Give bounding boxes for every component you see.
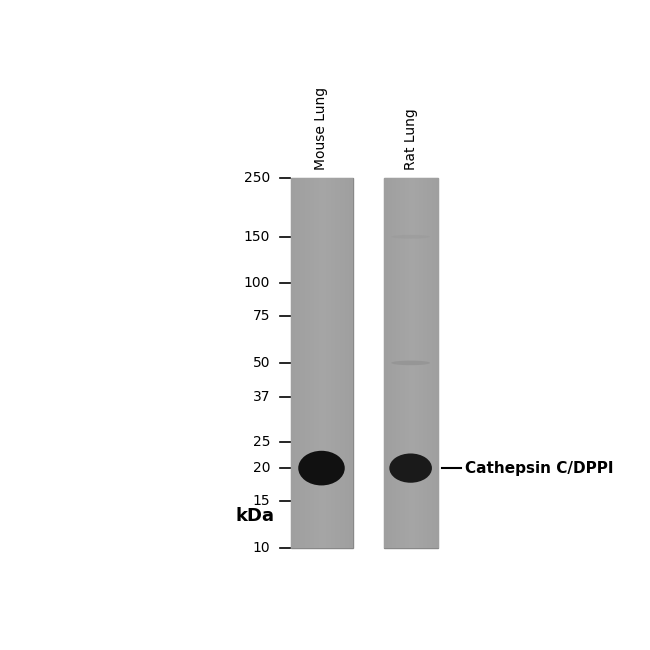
Ellipse shape <box>389 454 432 483</box>
Text: 25: 25 <box>253 436 270 450</box>
Text: Rat Lung: Rat Lung <box>404 109 417 170</box>
Text: 37: 37 <box>253 391 270 404</box>
Text: kDa: kDa <box>235 507 274 525</box>
Text: 100: 100 <box>244 276 270 291</box>
Text: Cathepsin C/DPPI: Cathepsin C/DPPI <box>465 461 614 476</box>
Text: 150: 150 <box>244 229 270 244</box>
Ellipse shape <box>391 235 430 239</box>
Text: 75: 75 <box>253 309 270 323</box>
Text: 20: 20 <box>253 461 270 475</box>
Ellipse shape <box>298 451 344 486</box>
Ellipse shape <box>391 361 430 365</box>
Text: Mouse Lung: Mouse Lung <box>315 87 328 170</box>
Text: 15: 15 <box>253 494 270 508</box>
Text: 250: 250 <box>244 171 270 185</box>
Text: 50: 50 <box>253 356 270 370</box>
Text: 10: 10 <box>253 541 270 554</box>
Bar <box>384 178 437 548</box>
Bar <box>291 178 352 548</box>
